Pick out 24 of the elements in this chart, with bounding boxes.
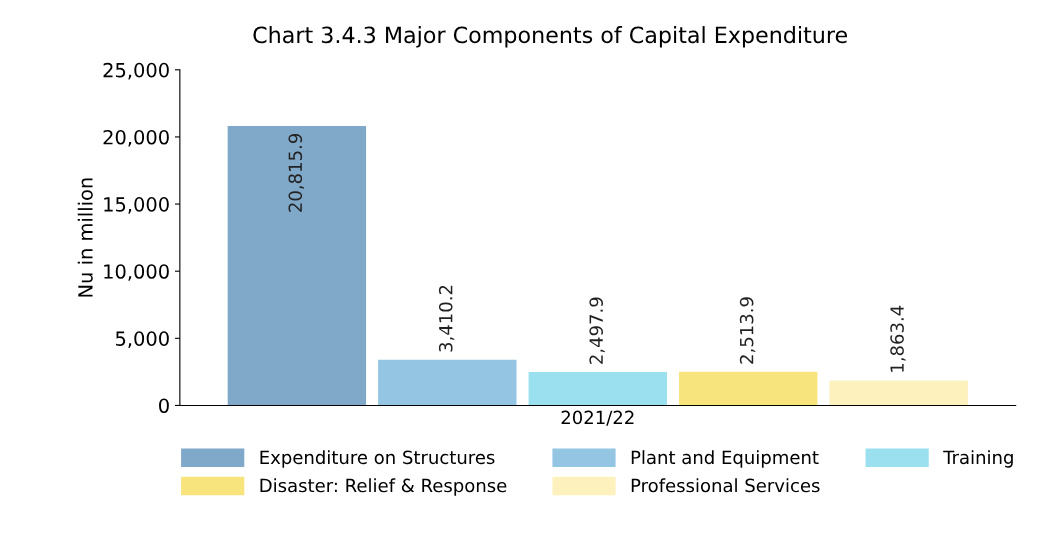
legend-label: Plant and Equipment xyxy=(631,450,819,468)
y-tick-label: 25,000 xyxy=(103,62,169,80)
data-label: 1,863.4 xyxy=(890,305,906,372)
y-axis-title: Nu in million xyxy=(77,178,93,297)
legend-label: Expenditure on Structures xyxy=(260,450,495,468)
legend-label: Professional Services xyxy=(631,478,820,493)
data-label: 2,513.9 xyxy=(739,297,756,364)
y-tick-label: 20,000 xyxy=(103,129,169,147)
bar xyxy=(829,380,968,406)
legend-label: Disaster: Relief & Response xyxy=(260,478,507,496)
legend-label: Training xyxy=(943,450,1013,468)
data-label: 2,497.9 xyxy=(589,297,605,364)
x-tick-label: 2021/22 xyxy=(561,410,634,426)
bar xyxy=(378,359,517,406)
data-label: 3,410.2 xyxy=(438,285,455,352)
bar xyxy=(528,371,667,406)
y-tick-label: 10,000 xyxy=(104,264,169,281)
bar xyxy=(679,371,818,406)
bar xyxy=(227,125,367,406)
y-tick-label: 5,000 xyxy=(115,331,169,348)
y-tick-label: 15,000 xyxy=(104,197,169,214)
chart-title: Chart 3.4.3 Major Components of Capital Expenditure xyxy=(253,26,848,48)
y-tick-label: 0 xyxy=(159,398,169,414)
data-label: 20,815.9 xyxy=(288,133,304,212)
